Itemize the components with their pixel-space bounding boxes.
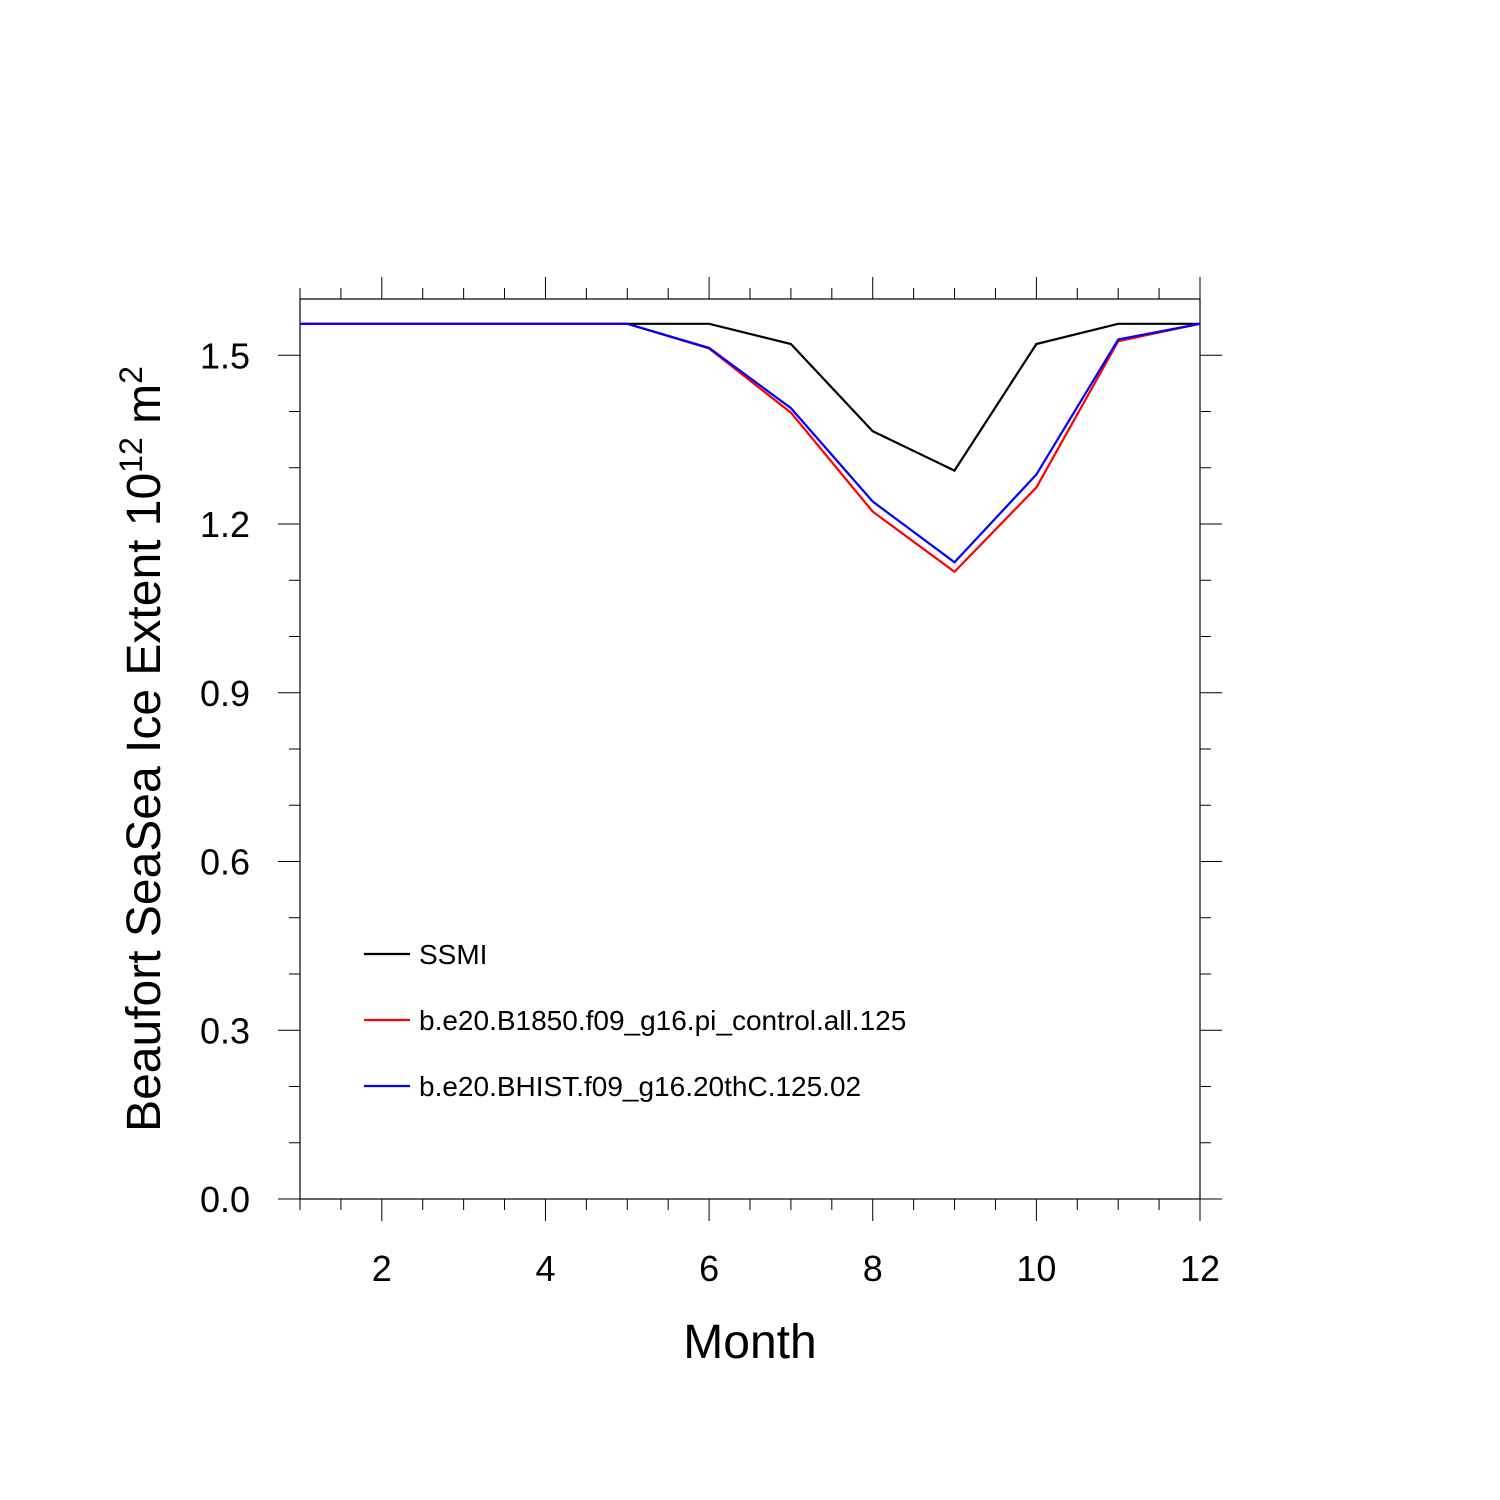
y-tick-label: 1.2 — [200, 504, 250, 545]
series-line — [300, 322, 1200, 473]
x-tick-label: 6 — [699, 1248, 719, 1289]
y-tick-label: 0.0 — [200, 1179, 250, 1220]
series-line — [300, 322, 1201, 564]
x-tick-label: 10 — [1016, 1248, 1056, 1289]
legend: SSMI b.e20.B1850.f09_g16.pi_control.all.1… — [364, 939, 906, 1102]
y-tick-label: 0.9 — [200, 673, 250, 714]
x-tick-labels: 2 4 6 8 10 12 — [372, 1248, 1220, 1289]
y-tick-labels: 0.0 0.3 0.6 0.9 1.2 1.5 — [200, 335, 250, 1220]
legend-label: b.e20.B1850.f09_g16.pi_control.all.125 — [419, 1005, 906, 1036]
y-tick-label: 1.5 — [200, 335, 250, 376]
y-axis-title: Beaufort SeaSea Ice Extent 1012 m2 — [113, 366, 171, 1132]
legend-label: SSMI — [419, 939, 487, 970]
y-tick-label: 0.6 — [200, 842, 250, 883]
series-line — [300, 322, 1201, 574]
legend-label: b.e20.BHIST.f09_g16.20thC.125.02 — [419, 1071, 861, 1102]
x-tick-label: 12 — [1180, 1248, 1220, 1289]
x-tick-label: 2 — [372, 1248, 392, 1289]
data-series — [300, 322, 1201, 574]
y-tick-label: 0.3 — [200, 1010, 250, 1051]
x-tick-label: 4 — [535, 1248, 555, 1289]
x-axis-title: Month — [683, 1316, 816, 1369]
axis-ticks — [278, 277, 1222, 1221]
x-tick-label: 8 — [863, 1248, 883, 1289]
plot-frame — [299, 298, 1201, 1200]
